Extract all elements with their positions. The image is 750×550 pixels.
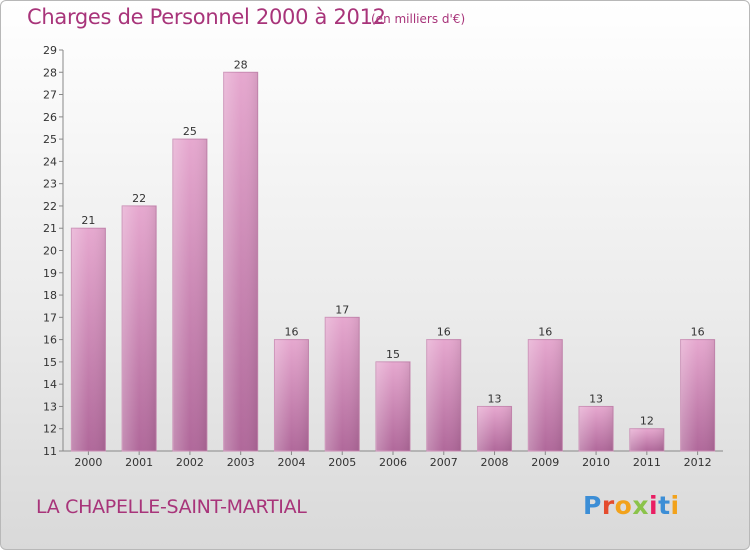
data-label: 16 xyxy=(538,326,552,339)
bar-shine xyxy=(680,339,715,451)
x-tick-label: 2009 xyxy=(531,456,559,469)
y-tick-label: 19 xyxy=(43,267,57,280)
x-tick-label: 2006 xyxy=(379,456,407,469)
y-tick-label: 12 xyxy=(43,423,57,436)
x-tick-label: 2008 xyxy=(481,456,509,469)
bar-shine xyxy=(122,205,157,451)
y-tick-label: 14 xyxy=(43,378,57,391)
y-tick-label: 16 xyxy=(43,334,57,347)
logo-letter: r xyxy=(601,491,615,520)
bar-shine xyxy=(172,139,207,451)
y-tick-label: 21 xyxy=(43,222,57,235)
bar-shine xyxy=(629,428,664,451)
data-label: 25 xyxy=(183,125,197,138)
chart-axes: 11 12 13 14 15 16 17 18 19 20 21 22 23 24 25 26 27 28 29 xyxy=(43,44,723,458)
logo-letter: i xyxy=(670,491,680,520)
chart-subtitle: (en milliers d'€) xyxy=(371,12,466,26)
bar-shine xyxy=(223,72,258,452)
y-tick-label: 27 xyxy=(43,89,57,102)
data-label: 12 xyxy=(640,415,654,428)
data-label: 28 xyxy=(234,58,248,71)
data-label: 13 xyxy=(488,392,502,405)
proxiti-logo[interactable]: Proxiti xyxy=(583,491,680,520)
logo-letter: t xyxy=(658,491,671,520)
bar-shine xyxy=(477,406,512,451)
bar-shine xyxy=(528,339,563,451)
x-tick-label: 2002 xyxy=(176,456,204,469)
logo-letter: P xyxy=(583,491,602,520)
data-label: 15 xyxy=(386,348,400,361)
data-label: 16 xyxy=(691,326,705,339)
y-tick-label: 22 xyxy=(43,200,57,213)
chart-labels: 2000 21 2001 22 2002 25 2003 28 2004 16 2005 17 2006… xyxy=(74,58,711,469)
data-label: 16 xyxy=(284,326,298,339)
logo-letter: o xyxy=(614,491,633,520)
x-tick-label: 2005 xyxy=(328,456,356,469)
commune-name: LA CHAPELLE-SAINT-MARTIAL xyxy=(36,496,307,518)
y-tick-label: 28 xyxy=(43,66,57,79)
data-label: 17 xyxy=(335,303,349,316)
bar-shine xyxy=(325,317,360,451)
logo-letter: x xyxy=(632,491,649,520)
y-tick-label: 15 xyxy=(43,356,57,369)
x-tick-label: 2001 xyxy=(125,456,153,469)
chart-title: Charges de Personnel 2000 à 2012 xyxy=(27,5,386,29)
x-tick-label: 2000 xyxy=(74,456,102,469)
bar-shine xyxy=(71,228,106,451)
data-label: 22 xyxy=(132,192,146,205)
y-tick-label: 18 xyxy=(43,289,57,302)
y-tick-label: 17 xyxy=(43,311,57,324)
y-tick-label: 25 xyxy=(43,133,57,146)
bar-shine xyxy=(274,339,309,451)
logo-letter: i xyxy=(649,491,659,520)
x-tick-label: 2007 xyxy=(430,456,458,469)
bar-shine xyxy=(426,339,461,451)
chart-bars xyxy=(70,71,716,452)
y-tick-label: 20 xyxy=(43,245,57,258)
y-tick-label: 26 xyxy=(43,111,57,124)
y-tick-label: 24 xyxy=(43,155,57,168)
y-tick-label: 29 xyxy=(43,44,57,57)
x-tick-label: 2011 xyxy=(633,456,661,469)
y-tick-label: 23 xyxy=(43,178,57,191)
x-tick-label: 2010 xyxy=(582,456,610,469)
x-tick-label: 2003 xyxy=(227,456,255,469)
data-label: 16 xyxy=(437,326,451,339)
y-tick-label: 11 xyxy=(43,445,57,458)
x-tick-label: 2004 xyxy=(277,456,305,469)
data-label: 21 xyxy=(81,214,95,227)
x-tick-label: 2012 xyxy=(684,456,712,469)
data-label: 13 xyxy=(589,392,603,405)
bar-shine xyxy=(376,361,410,451)
y-tick-label: 13 xyxy=(43,400,57,413)
bar-shine xyxy=(579,406,614,451)
